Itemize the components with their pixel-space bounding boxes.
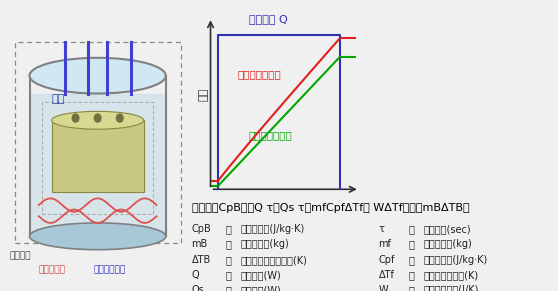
Text: mB: mB: [191, 239, 208, 249]
Text: 加熱時間(sec): 加熱時間(sec): [424, 224, 471, 234]
Text: ：: ：: [225, 285, 231, 291]
Text: 断熱容器: 断熱容器: [9, 252, 31, 261]
Text: 温度: 温度: [198, 88, 208, 101]
Text: ：: ：: [225, 270, 231, 280]
Text: 投入電力 Q: 投入電力 Q: [248, 15, 287, 24]
Text: 電池の表面温度: 電池の表面温度: [238, 70, 282, 79]
Text: 投入電力(W): 投入電力(W): [240, 270, 281, 280]
Text: ：: ：: [225, 255, 231, 265]
Text: ：: ：: [408, 255, 415, 265]
Text: W: W: [378, 285, 388, 291]
Text: 温度センサー: 温度センサー: [94, 265, 126, 274]
Text: ：: ：: [225, 239, 231, 249]
Ellipse shape: [30, 223, 166, 250]
Text: 撹拌入熱(W): 撹拌入熱(W): [240, 285, 281, 291]
Text: ：: ：: [408, 285, 415, 291]
Text: ：: ：: [408, 270, 415, 280]
FancyBboxPatch shape: [51, 120, 144, 192]
Ellipse shape: [51, 111, 144, 129]
Text: ΔTf: ΔTf: [378, 270, 395, 280]
Text: 電池の質量(kg): 電池の質量(kg): [240, 239, 289, 249]
Text: 熱媒: 熱媒: [51, 95, 65, 104]
Text: 装置の熱容量(J/K): 装置の熱容量(J/K): [424, 285, 479, 291]
Text: ：: ：: [225, 224, 231, 234]
Text: ヒーター線: ヒーター線: [39, 265, 66, 274]
Text: 熱媒の温度上昇: 熱媒の温度上昇: [248, 130, 292, 140]
Text: τ: τ: [378, 224, 384, 234]
Text: CpB: CpB: [191, 224, 211, 234]
Text: 電池の表面温度上昇(K): 電池の表面温度上昇(K): [240, 255, 307, 265]
Text: Cpf: Cpf: [378, 255, 395, 265]
Ellipse shape: [30, 58, 166, 93]
Circle shape: [117, 114, 123, 122]
Text: 熱媒の質量(kg): 熱媒の質量(kg): [424, 239, 472, 249]
Text: 熱媒の比熱(J/kg·K): 熱媒の比熱(J/kg·K): [424, 255, 488, 265]
Text: ：: ：: [408, 239, 415, 249]
Text: mf: mf: [378, 239, 391, 249]
Circle shape: [72, 114, 79, 122]
Text: 熱媒の温度上昇(K): 熱媒の温度上昇(K): [424, 270, 479, 280]
Circle shape: [94, 114, 101, 122]
Text: ：: ：: [408, 224, 415, 234]
Text: Qs: Qs: [191, 285, 204, 291]
Text: Q: Q: [191, 270, 199, 280]
Text: 電池の比熱(J/kg·K): 電池の比熱(J/kg·K): [240, 224, 305, 234]
Text: 電池比熱CpB＝（Q τ＋Qs τ－mfCpfΔTf－ WΔTf）／（mBΔTB）: 電池比熱CpB＝（Q τ＋Qs τ－mfCpfΔTf－ WΔTf）／（mBΔTB…: [191, 203, 469, 212]
Text: ΔTB: ΔTB: [191, 255, 211, 265]
